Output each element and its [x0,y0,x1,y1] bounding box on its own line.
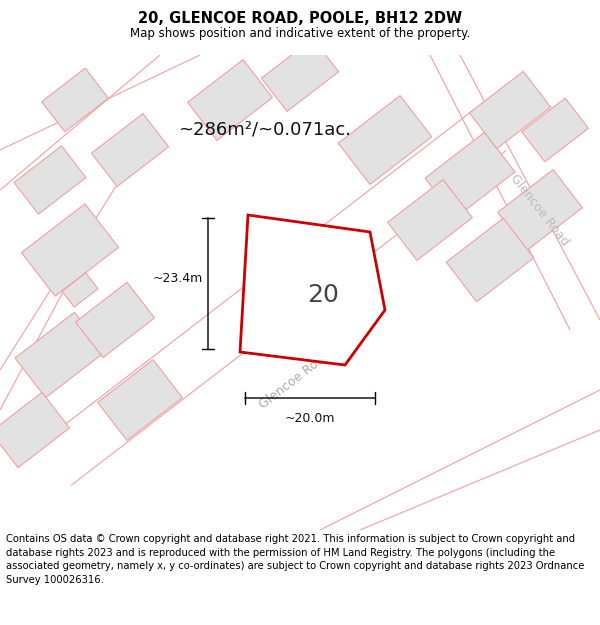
Polygon shape [41,68,109,132]
Polygon shape [15,312,105,398]
Polygon shape [469,71,551,149]
Polygon shape [62,273,98,307]
Text: 20, GLENCOE ROAD, POOLE, BH12 2DW: 20, GLENCOE ROAD, POOLE, BH12 2DW [138,11,462,26]
Polygon shape [14,146,86,214]
Text: Map shows position and indicative extent of the property.: Map shows position and indicative extent… [130,27,470,39]
Polygon shape [98,359,182,441]
Text: Contains OS data © Crown copyright and database right 2021. This information is : Contains OS data © Crown copyright and d… [6,534,584,585]
Polygon shape [91,114,169,186]
Polygon shape [497,169,583,251]
Text: ~20.0m: ~20.0m [285,412,335,425]
Polygon shape [0,392,70,468]
Polygon shape [446,218,534,302]
Text: Glencoe Road: Glencoe Road [257,348,334,412]
Polygon shape [22,204,118,296]
Text: ~23.4m: ~23.4m [153,272,203,285]
Polygon shape [425,132,515,218]
Polygon shape [76,282,154,357]
Polygon shape [240,215,385,365]
Text: ~286m²/~0.071ac.: ~286m²/~0.071ac. [179,121,352,139]
Text: Glencoe Road: Glencoe Road [508,172,572,248]
Polygon shape [521,98,589,162]
Polygon shape [262,39,338,111]
Polygon shape [188,59,272,141]
Polygon shape [388,179,472,261]
Polygon shape [338,96,432,184]
Text: 20: 20 [307,282,338,307]
Polygon shape [39,109,506,486]
